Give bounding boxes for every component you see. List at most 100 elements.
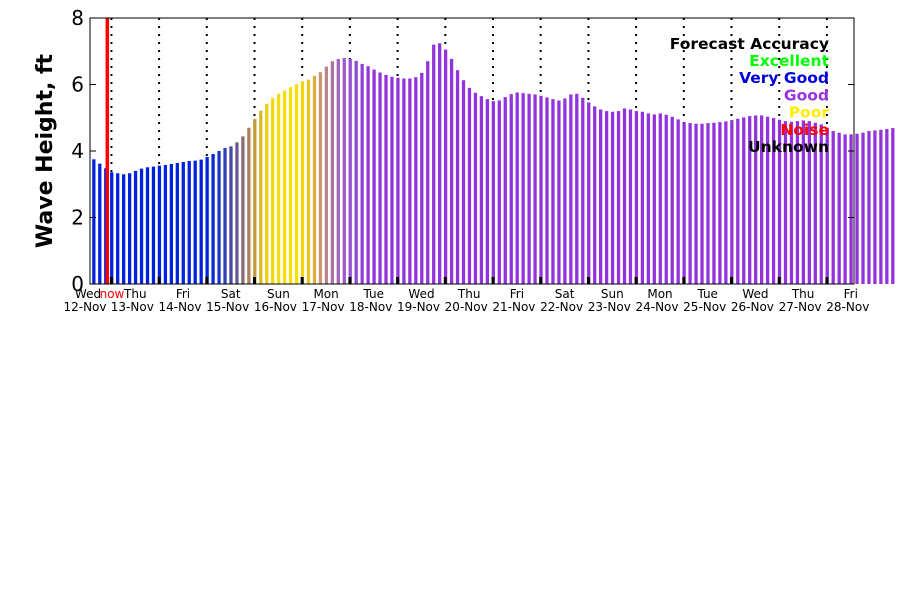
bar [211,153,215,284]
bar [259,110,263,284]
bar [348,58,352,285]
bar [384,74,388,284]
bar [443,49,448,285]
bar [360,63,364,285]
bar [312,75,317,284]
bar [485,99,490,284]
bar [521,93,525,285]
bar [235,142,239,284]
y-axis-label: Wave Height, ft [33,53,58,248]
bar [604,111,609,284]
bar [885,129,889,284]
bar [652,114,656,284]
legend-item: Good [784,86,829,104]
bar [491,101,495,284]
bar [420,72,424,284]
x-tick-day-label: Wed [742,287,768,301]
bar [593,106,597,284]
x-tick-day-label: Thu [791,287,815,301]
now-label: now [100,287,125,301]
bar [283,90,287,284]
bar [217,151,221,284]
x-tick-day-label: Thu [123,287,147,301]
x-tick-day-label: Wed [75,287,101,301]
bar [306,79,311,284]
bar [336,58,340,285]
bar [402,78,406,284]
bar [509,94,513,284]
bar [801,120,806,284]
bar [718,122,722,284]
bar [849,134,853,284]
bar [461,80,466,285]
bar [748,116,752,285]
bar [133,170,138,284]
x-tick-day-label: Thu [457,287,481,301]
y-axis: 0 2 4 6 8 [71,6,854,296]
bar [771,118,776,285]
bar [473,92,478,284]
y-tick-label: 0 [71,272,84,296]
bar [760,115,764,284]
bar [181,161,185,284]
bar [587,102,591,284]
bar [807,121,811,284]
bar [157,165,162,284]
bar [408,78,412,284]
x-tick-date-label: 18-Nov [349,300,392,314]
bar [527,93,531,284]
x-tick-day-label: Tue [363,287,385,301]
bar [682,122,686,284]
bar [199,159,203,284]
legend-item: Excellent [749,52,829,70]
x-tick-day-label: Sun [601,287,624,301]
x-tick-day-label: Fri [176,287,190,301]
x-tick-date-label: 14-Nov [158,300,201,314]
bar [569,94,573,284]
bar [193,160,197,284]
y-tick-label: 8 [71,6,84,30]
bar [551,99,555,284]
bar [354,60,358,284]
bar [855,133,859,284]
bar [688,123,692,284]
bar [539,95,543,285]
bar [879,129,883,284]
x-tick-date-label: 20-Nov [445,300,488,314]
bar [789,121,794,285]
x-tick-date-label: 25-Nov [683,300,726,314]
x-tick-date-label: 22-Nov [540,300,583,314]
legend-item: Poor [789,104,830,122]
bar [229,146,233,284]
bar [432,44,436,284]
bar [783,121,788,284]
bar [366,66,370,285]
bar [873,130,877,284]
bar [616,111,621,284]
bar [467,87,472,284]
bar [754,115,758,284]
bar [634,111,639,284]
bar [449,58,454,285]
bar [455,70,460,284]
bar [122,174,126,284]
bar [98,163,102,284]
bar [151,166,156,284]
bar [670,116,674,284]
legend-title: Forecast Accuracy [670,35,829,53]
legend-item: Unknown [748,138,829,156]
bar [646,113,650,285]
bar [622,108,627,284]
bar [628,109,633,284]
bar [706,123,710,284]
bar [288,87,293,284]
bar [599,109,603,284]
bar [145,167,150,284]
bar [163,164,168,284]
x-tick-day-label: Mon [313,287,338,301]
bar [694,123,698,284]
bar [831,131,835,284]
bar [497,100,501,285]
